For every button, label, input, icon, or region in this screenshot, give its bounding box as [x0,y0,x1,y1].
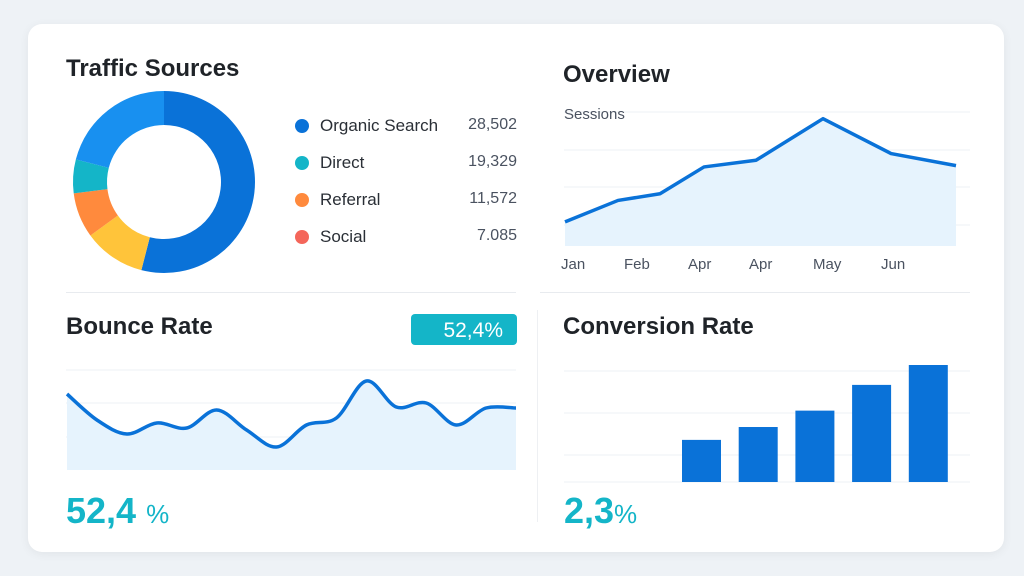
donut-slice [73,159,109,194]
sessions-line [564,116,957,224]
legend-item: Referral 11,572 [295,190,517,210]
legend-value: 19,329 [468,153,517,170]
conversion-number: 2,3 [564,490,615,531]
divider [540,292,970,293]
conversion-bar [738,427,778,482]
legend-label: Direct [320,153,365,172]
x-tick-label: Feb [624,256,650,273]
legend-label: Organic Search [320,116,439,135]
conversion-unit: % [614,499,638,529]
bounce-line [65,379,517,449]
sessions-area [565,118,956,246]
donut-slice [73,189,118,236]
legend-label: Referral [320,190,381,209]
x-tick-label: Apr [749,256,773,273]
legend-label: Social [320,227,367,246]
overview-title: Overview [563,61,670,88]
conversion-rate-value: 2,3% [564,490,637,532]
divider [66,292,516,293]
conversion-bar [795,410,835,482]
conversion-bar [852,384,892,482]
conversion-bar [682,439,721,482]
legend-item: Direct 19,329 [295,153,517,173]
legend-value: 7.085 [476,227,517,244]
bounce-area [67,380,516,470]
legend-dot [295,156,309,170]
legend-dot [295,230,309,244]
bounce-rate-title: Bounce Rate [66,313,213,340]
legend-item: Social 7.085 [295,227,517,247]
traffic-sources-title: Traffic Sources [66,55,240,82]
legend-value: 11,572 [469,190,517,207]
bounce-unit: % [146,499,170,529]
conversion-bar [908,365,948,482]
x-tick-label: Jun [881,256,906,273]
legend-dot [295,119,309,133]
x-tick-label: Jan [561,256,586,273]
donut-slice [90,215,150,271]
bounce-number: 52,4 [66,490,137,531]
sessions-label: Sessions [564,106,625,123]
donut-slice [141,91,255,273]
x-tick-label: Apr [688,256,712,273]
bounce-rate-value: 52,4 % [66,490,169,532]
divider [537,310,538,522]
x-tick-label: May [813,256,842,273]
legend-value: 28,502 [468,116,517,133]
bounce-rate-badge: 52,4% [411,314,517,345]
donut-slice [75,91,164,168]
legend-item: Organic Search 28,502 [295,116,517,136]
legend-dot [295,193,309,207]
conversion-rate-title: Conversion Rate [563,313,754,340]
